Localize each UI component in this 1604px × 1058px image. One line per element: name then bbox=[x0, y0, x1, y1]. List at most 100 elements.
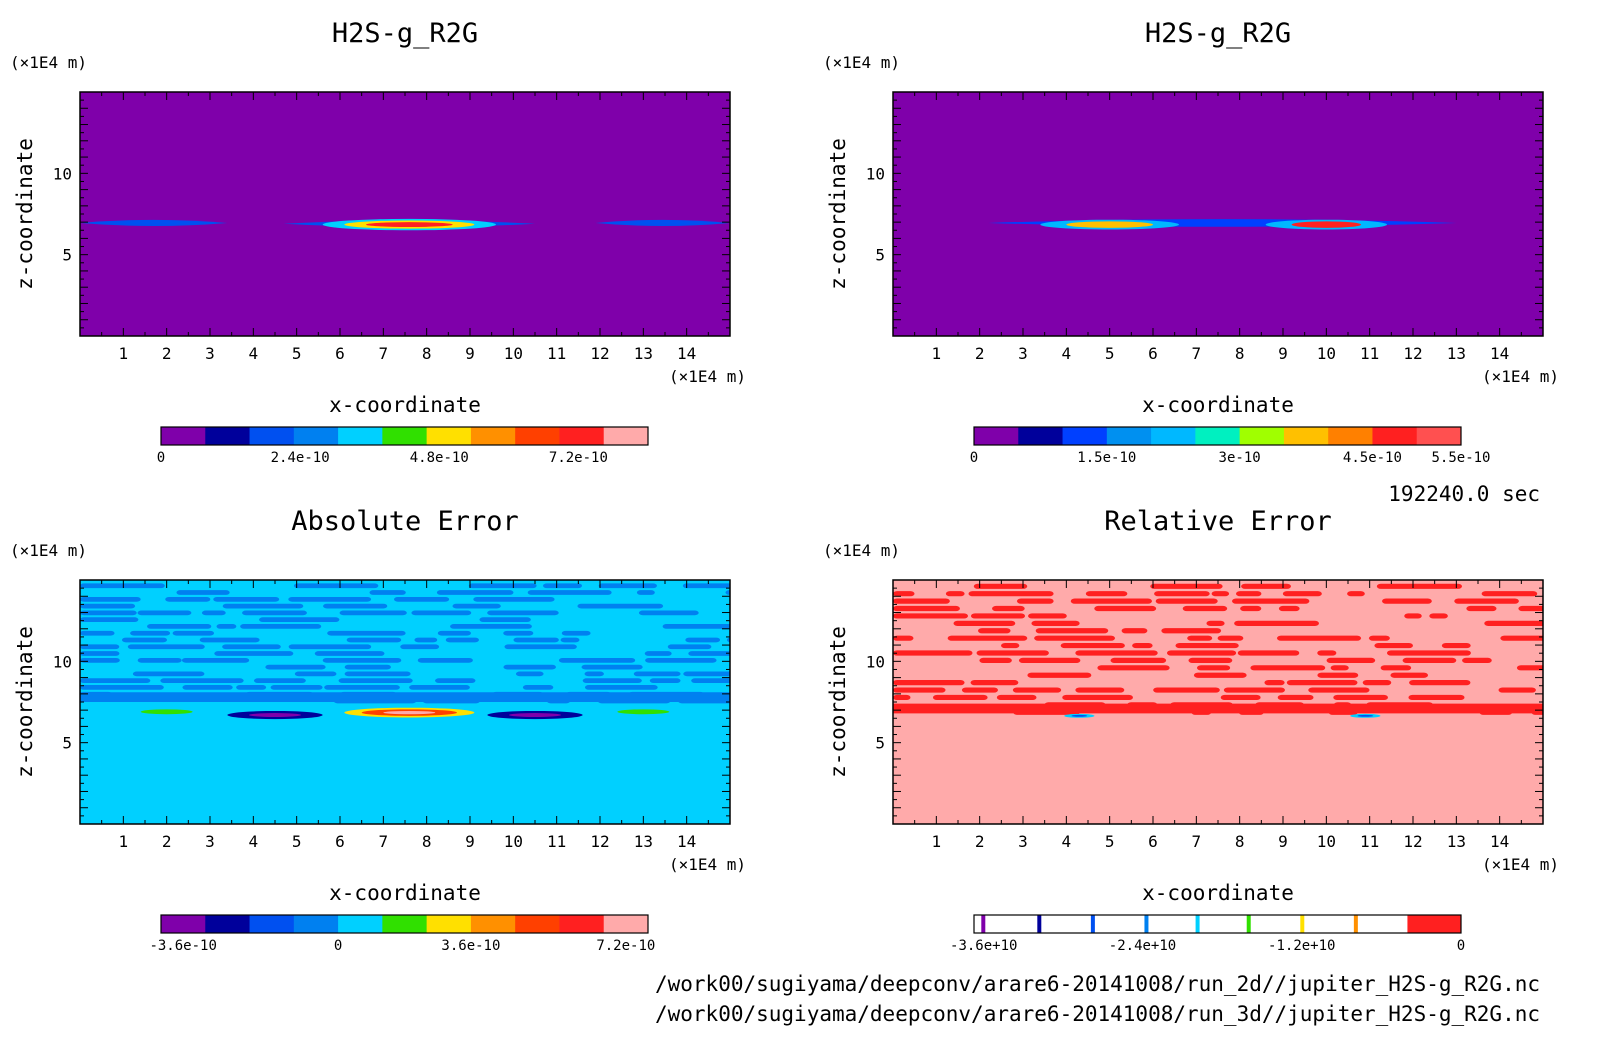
y-axis-label: z-coordinate bbox=[826, 138, 850, 290]
contour-stripe bbox=[893, 605, 960, 612]
colorbar: 0 2.4e-10 4.8e-10 7.2e-10 bbox=[157, 426, 649, 466]
colorbar-swatch bbox=[1018, 427, 1064, 445]
colorbar-tick-label: -2.4e+10 bbox=[1109, 938, 1176, 954]
contour-stripe bbox=[947, 635, 1028, 641]
contour-blob bbox=[1357, 714, 1374, 717]
contour-stripe bbox=[932, 694, 988, 701]
colorbar-swatch bbox=[1195, 427, 1241, 445]
contour-stripe bbox=[1347, 591, 1365, 597]
contour-stripe bbox=[1206, 620, 1225, 626]
x-tick-label: 4 bbox=[1062, 832, 1072, 851]
contour-stripe bbox=[1368, 635, 1390, 641]
contour-stripe bbox=[1362, 680, 1392, 686]
contour-stripe bbox=[288, 644, 372, 650]
contour-stripe bbox=[1234, 620, 1319, 626]
contour-stripe bbox=[1155, 598, 1218, 604]
x-tick-label: 6 bbox=[335, 344, 345, 363]
contour-stripe bbox=[683, 671, 730, 677]
colorbar: -3.6e+10 -2.4e+10 -1.2e+10 0 bbox=[950, 914, 1465, 954]
chart-panel-2: Absolute Error (×1E4 m) (×1E4 m) x-coordina… bbox=[10, 506, 746, 954]
x-tick-label: 6 bbox=[1148, 832, 1158, 851]
contour-stripe bbox=[515, 671, 544, 677]
colorbar-swatch bbox=[382, 915, 428, 933]
contour-stripe bbox=[338, 678, 413, 684]
x-tick-label: 11 bbox=[547, 344, 566, 363]
contour-stripe bbox=[1481, 591, 1538, 597]
contour-stripe bbox=[324, 685, 400, 690]
colorbar-tick-label: 7.2e-10 bbox=[596, 938, 655, 954]
contour-stripe bbox=[1518, 605, 1543, 612]
colorbar-frame bbox=[973, 426, 1462, 446]
contour-stripe bbox=[182, 685, 233, 690]
contour-stripe bbox=[1386, 650, 1471, 656]
y-unit-label: (×1E4 m) bbox=[823, 541, 900, 560]
x-tick-label: 8 bbox=[1235, 344, 1245, 363]
contour-stripe bbox=[1326, 657, 1376, 663]
contour-stripe bbox=[1330, 665, 1349, 671]
x-tick-label: 2 bbox=[162, 344, 172, 363]
contour-stripe bbox=[581, 664, 643, 670]
contour-stripe bbox=[1278, 605, 1300, 612]
contour-stripe bbox=[417, 657, 473, 663]
y-tick-label: 10 bbox=[866, 652, 885, 671]
contour-blob bbox=[1071, 714, 1088, 717]
contour-stripe bbox=[1016, 598, 1054, 604]
contour-stripe bbox=[1094, 605, 1157, 612]
contour-blob bbox=[366, 222, 453, 228]
x-tick-label: 11 bbox=[1360, 832, 1379, 851]
x-tick-label: 14 bbox=[677, 344, 696, 363]
colorbar-level-line bbox=[1037, 915, 1042, 933]
y-tick-label: 5 bbox=[875, 246, 885, 265]
x-tick-label: 13 bbox=[1447, 832, 1466, 851]
colorbar-level-line bbox=[1090, 915, 1095, 933]
x-tick-label: 9 bbox=[1278, 832, 1288, 851]
contour-stripe bbox=[893, 591, 915, 597]
contour-stripe bbox=[176, 590, 230, 595]
contour-stripe bbox=[1075, 650, 1158, 656]
colorbar-swatch bbox=[161, 427, 206, 445]
contour-stripe bbox=[80, 685, 164, 690]
contour-stripe bbox=[369, 590, 406, 595]
contour-stripe bbox=[1409, 680, 1471, 686]
contour-stripe bbox=[1317, 672, 1359, 678]
contour-stripe bbox=[445, 637, 479, 643]
contour-band bbox=[595, 219, 730, 226]
contour-stripe bbox=[893, 680, 965, 686]
x-tick-label: 6 bbox=[335, 832, 345, 851]
x-unit-label: (×1E4 m) bbox=[669, 367, 746, 386]
contour-stripe bbox=[953, 620, 1016, 626]
contour-stripe bbox=[1236, 591, 1262, 597]
contour-stripe bbox=[1276, 635, 1362, 641]
contour-stripe bbox=[504, 644, 577, 650]
contour-stripe bbox=[339, 610, 407, 616]
colorbar-swatch bbox=[1328, 427, 1373, 445]
contour-stripe bbox=[1317, 650, 1337, 656]
contour-stripe bbox=[667, 644, 712, 650]
y-tick-label: 5 bbox=[62, 246, 72, 265]
contour-stripe bbox=[394, 596, 450, 602]
x-axis-label: x-coordinate bbox=[1142, 393, 1294, 417]
chart-title: Relative Error bbox=[1104, 506, 1332, 537]
contour-stripe bbox=[584, 671, 604, 677]
x-tick-label: 3 bbox=[205, 832, 215, 851]
x-tick-label: 4 bbox=[249, 832, 259, 851]
x-axis-label: x-coordinate bbox=[329, 393, 481, 417]
contour-stripe bbox=[1404, 613, 1422, 619]
colorbar-level-line bbox=[1300, 915, 1305, 933]
contour-stripe bbox=[1402, 657, 1457, 663]
chart-panel-1: H2S-g_R2G (×1E4 m) (×1E4 m) x-coordinate z-c… bbox=[823, 18, 1559, 466]
contour-stripe bbox=[240, 624, 322, 629]
contour-stripe bbox=[1223, 687, 1285, 693]
colorbar-tick-label: 5.5e-10 bbox=[1431, 450, 1490, 466]
y-tick-label: 10 bbox=[866, 164, 885, 183]
colorbar-swatch bbox=[249, 915, 295, 933]
colorbar-tick-label: -1.2e+10 bbox=[1268, 938, 1335, 954]
colorbar-tick-label: 7.2e-10 bbox=[549, 450, 608, 466]
contour-blob bbox=[249, 713, 301, 717]
contour-stripe bbox=[1110, 657, 1167, 663]
contour-stripe bbox=[992, 605, 1025, 612]
colorbar-swatch bbox=[249, 427, 295, 445]
colorbar-tick-label: 1.5e-10 bbox=[1077, 450, 1136, 466]
colorbar-tick-label: 0 bbox=[970, 450, 978, 466]
contour-stripe bbox=[259, 617, 340, 623]
